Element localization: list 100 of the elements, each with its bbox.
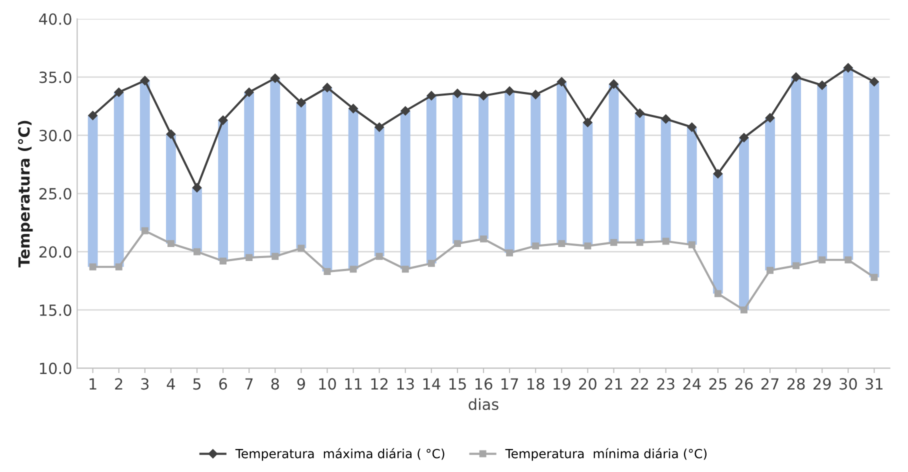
x-tick-label: 20 <box>579 378 596 390</box>
x-tick-label: 18 <box>528 378 544 390</box>
x-tick-label: 30 <box>840 378 857 390</box>
bar <box>765 118 775 270</box>
point <box>296 98 306 108</box>
point <box>272 252 279 260</box>
bar <box>426 96 436 264</box>
x-tick-label: 1 <box>90 378 96 390</box>
x-tick-label: 31 <box>866 378 883 390</box>
x-tick-label: 21 <box>605 378 622 390</box>
bar <box>634 113 645 242</box>
point <box>557 77 566 86</box>
point <box>844 256 852 264</box>
point <box>480 235 487 242</box>
x-tick-label: 26 <box>735 378 753 390</box>
y-tick-label: 25.0 <box>39 188 72 200</box>
point <box>167 240 174 248</box>
x-tick-label: 25 <box>709 378 726 390</box>
bar <box>817 85 828 260</box>
bar <box>791 77 802 266</box>
bar <box>478 96 488 239</box>
point <box>218 116 228 125</box>
bar <box>374 127 384 256</box>
point <box>246 254 253 262</box>
x-tick-label: 23 <box>657 378 674 390</box>
point <box>141 227 148 234</box>
y-tick-label: 40.0 <box>39 13 72 25</box>
point <box>298 244 305 252</box>
point <box>454 240 461 248</box>
point <box>322 82 332 92</box>
x-tick-label: 4 <box>166 378 175 390</box>
bar <box>869 82 880 278</box>
bar <box>114 92 124 267</box>
y-tick-label: 20.0 <box>39 246 72 258</box>
point <box>530 90 540 100</box>
point <box>88 110 98 120</box>
bar <box>582 122 593 246</box>
point <box>817 80 827 90</box>
point <box>791 72 801 82</box>
point <box>140 76 150 86</box>
legend-label: Temperatura máxima diária ( °C) <box>235 448 444 461</box>
point <box>739 133 749 142</box>
point <box>166 130 176 139</box>
x-tick-label: 6 <box>219 378 227 390</box>
x-tick-label: 2 <box>115 378 122 390</box>
point <box>426 91 436 100</box>
point <box>400 106 410 116</box>
point <box>687 122 697 132</box>
bar <box>452 93 462 244</box>
point <box>428 260 435 267</box>
y-tick-label: 30.0 <box>39 130 72 142</box>
x-tick-label: 28 <box>787 378 805 390</box>
point <box>376 252 383 260</box>
point <box>348 104 358 114</box>
point <box>220 258 227 265</box>
point <box>688 241 696 248</box>
point <box>504 86 514 96</box>
y-tick-label: 35.0 <box>39 72 72 84</box>
x-tick-label: 3 <box>141 378 149 390</box>
bar <box>166 134 176 244</box>
point <box>583 118 592 128</box>
x-tick-label: 12 <box>371 378 388 390</box>
point <box>89 263 96 270</box>
point <box>765 113 775 122</box>
bar <box>660 119 671 242</box>
x-tick-label: 15 <box>449 378 466 390</box>
point <box>402 266 409 273</box>
x-tick-label: 9 <box>297 378 305 390</box>
point <box>714 290 722 298</box>
x-tick-label: 14 <box>423 378 440 390</box>
bar <box>218 120 228 262</box>
x-tick-label: 8 <box>271 378 279 390</box>
legend-label: Temperatura mínima diária (°C) <box>505 448 707 461</box>
point <box>532 242 540 250</box>
point <box>478 91 488 100</box>
bar <box>270 78 280 256</box>
x-tick-label: 22 <box>631 378 648 390</box>
point <box>818 256 826 264</box>
point <box>766 266 774 274</box>
x-tick-label: 29 <box>814 378 831 390</box>
bar <box>192 188 202 252</box>
point <box>194 248 200 256</box>
bar <box>400 110 410 270</box>
bar <box>843 68 854 260</box>
bar <box>140 80 150 231</box>
bar <box>712 174 723 294</box>
bar <box>608 84 619 242</box>
point <box>609 79 618 89</box>
point <box>452 88 462 98</box>
x-axis-title: dias <box>468 398 498 410</box>
bar <box>556 82 567 244</box>
x-tick-label: 19 <box>554 378 570 390</box>
x-tick-label: 11 <box>345 378 362 390</box>
x-tick-label: 10 <box>319 378 336 390</box>
bar <box>296 102 306 248</box>
bar <box>530 94 541 246</box>
x-tick-label: 27 <box>761 378 778 390</box>
point <box>584 242 592 250</box>
point <box>870 77 879 86</box>
point <box>792 262 800 270</box>
